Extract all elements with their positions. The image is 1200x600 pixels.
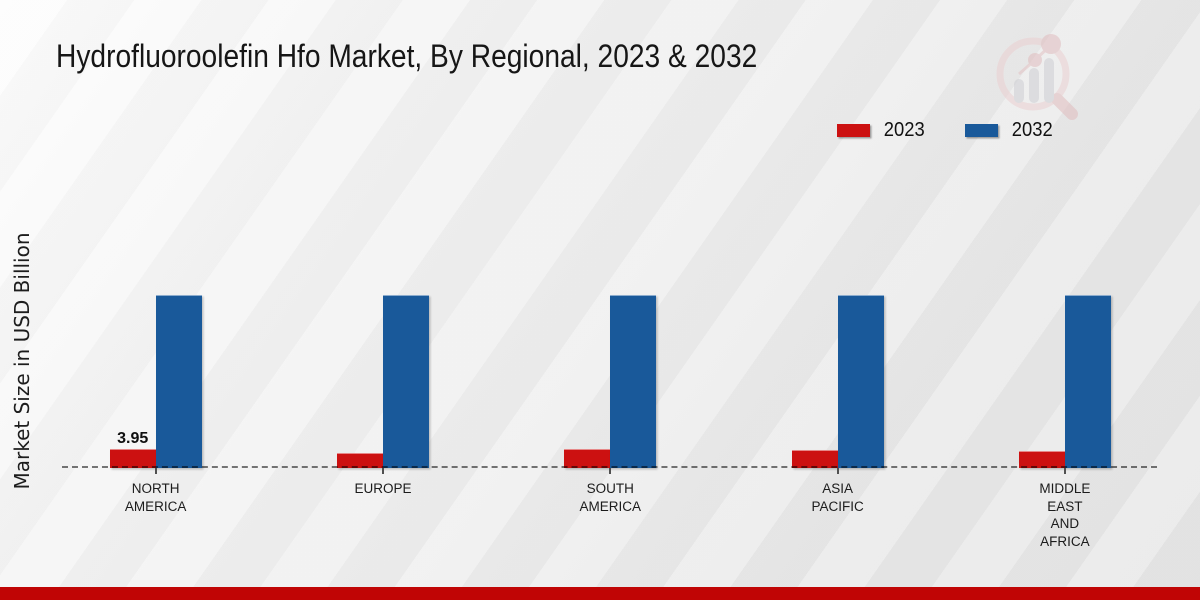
chart-title-text: Hydrofluoroolefin Hfo Market, By Regiona…: [56, 38, 758, 74]
x-tick-label-south-america: SOUTH AMERICA: [579, 481, 642, 514]
bar-2032-asia-pacific: [837, 295, 884, 468]
bar-2023-north-america: [109, 449, 156, 468]
bar-2023-asia-pacific: [791, 450, 838, 468]
x-axis-tick-north-america: [154, 468, 157, 474]
chart-title: Hydrofluoroolefin Hfo Market, By Regiona…: [56, 38, 853, 75]
legend-swatch-2032: [964, 124, 998, 137]
magnifier-bar-chart-logo-icon: [985, 22, 1085, 127]
x-axis-baseline: [62, 466, 1157, 468]
x-axis-tick-middle-east-and-africa: [1063, 468, 1066, 474]
legend-swatch-2023: [837, 124, 870, 137]
data-label-north-america: 3.95: [117, 430, 149, 447]
footer-band: [0, 587, 1200, 600]
x-tick-label-middle-east-and-africa: MIDDLE EAST AND AFRICA: [1039, 481, 1091, 549]
x-axis-tick-europe: [382, 468, 384, 474]
legend-item-2023: 2023: [837, 119, 927, 142]
x-tick-label-north-america: NORTH AMERICA: [124, 481, 187, 514]
legend: 2023 2032: [837, 119, 1054, 142]
x-axis-tick-asia-pacific: [836, 468, 839, 474]
x-tick-label-europe: EUROPE: [354, 481, 412, 496]
legend-item-2032: 2032: [964, 119, 1055, 142]
legend-label-2023: 2023: [883, 119, 925, 141]
x-tick-label-asia-pacific: ASIA PACIFIC: [811, 481, 864, 514]
bar-2023-middle-east-and-africa: [1018, 451, 1065, 468]
bar-2023-south-america: [564, 449, 611, 468]
bar-2032-europe: [383, 295, 429, 468]
x-axis-tick-south-america: [609, 468, 612, 474]
bar-2023-europe: [337, 452, 383, 468]
bar-2032-north-america: [155, 295, 202, 468]
bar-2032-middle-east-and-africa: [1064, 295, 1111, 468]
legend-label-2032: 2032: [1011, 119, 1053, 141]
bar-2032-south-america: [610, 295, 657, 468]
